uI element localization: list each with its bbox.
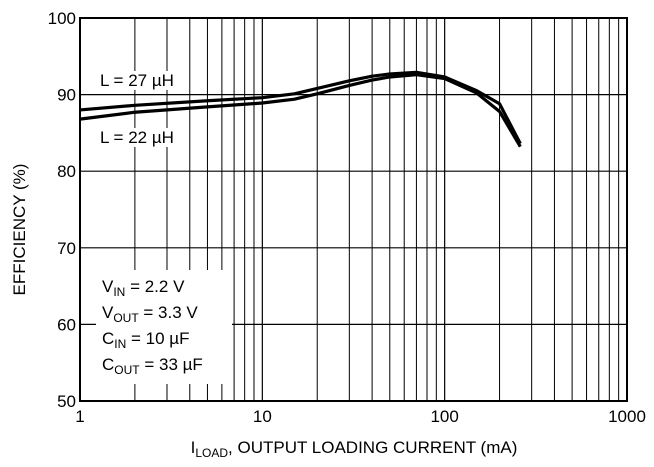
text-sub: OUT [114,363,140,377]
annotation: CIN = 10 µF [102,329,189,351]
y-tick-label: 60 [57,315,76,334]
label-bg [98,128,176,147]
text-main: V [102,277,114,296]
y-tick-label: 100 [48,9,76,28]
y-tick-label: 90 [57,86,76,105]
text-sub: OUT [113,311,139,325]
annotation-box [96,270,232,384]
text-main: V [102,303,114,322]
annotation: VIN = 2.2 V [102,277,185,299]
series-label: L = 22 µH [100,128,174,147]
line-series [79,70,522,145]
text-sub: LOAD [195,446,228,460]
line-series [79,73,522,148]
text-main: I [191,438,196,457]
text-rest: = 33 µF [140,355,203,374]
x-tick-label: 1000 [608,407,646,426]
text-main: C [102,329,114,348]
x-tick-label: 100 [430,407,458,426]
text-rest: = 3.3 V [139,303,199,322]
plot-frame [79,17,628,402]
text-sub: IN [113,285,125,299]
text-rest: = 10 µF [126,329,189,348]
annotation: VOUT = 3.3 V [102,303,198,325]
x-tick-label: 1 [75,407,84,426]
y-tick-label: 70 [57,239,76,258]
y-tick-label: 50 [57,392,76,411]
text-main: C [102,355,114,374]
x-tick-label: 10 [253,407,272,426]
label-bg [98,71,176,90]
y-axis-label: EFFICIENCY (%) [10,164,29,296]
series-label: L = 27 µH [100,71,174,90]
annotation: ILOAD, OUTPUT LOADING CURRENT (mA) [191,438,518,460]
text-rest: = 2.2 V [125,277,185,296]
annotation: COUT = 33 µF [102,355,203,377]
text-sub: IN [114,337,126,351]
text-rest: , OUTPUT LOADING CURRENT (mA) [228,438,517,457]
y-tick-label: 80 [57,162,76,181]
